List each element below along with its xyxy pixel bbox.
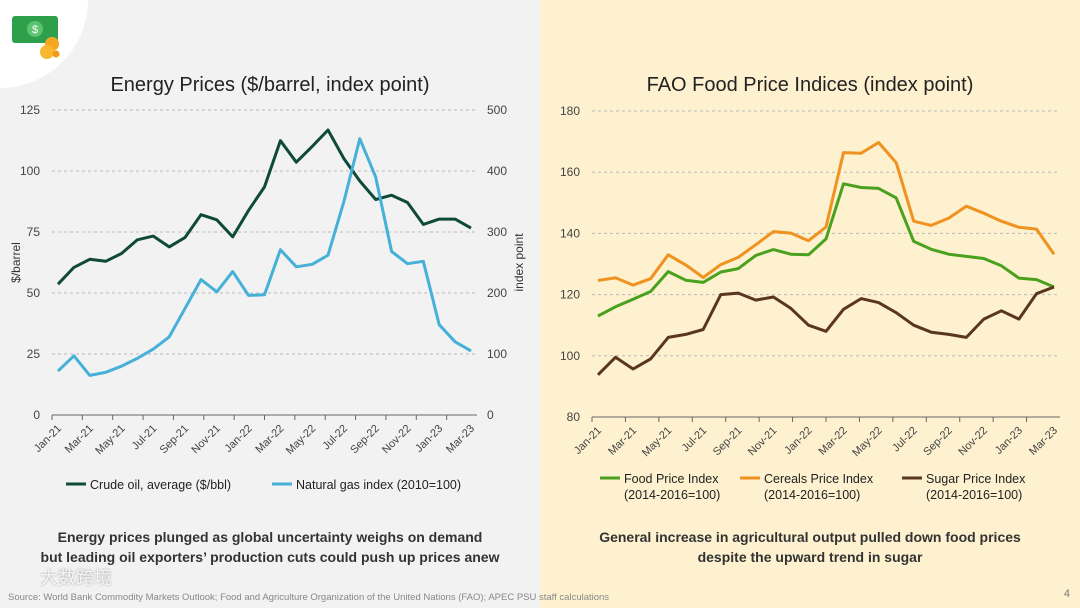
x-tick-label: Mar-21 bbox=[606, 425, 639, 458]
x-tick-label: Mar-23 bbox=[1027, 425, 1060, 458]
food-subtitle: General increase in agricultural output … bbox=[540, 527, 1080, 567]
y-tick-label: 0 bbox=[33, 408, 40, 422]
x-tick-label: Jan-21 bbox=[572, 425, 604, 457]
x-tick-label: Mar-23 bbox=[444, 423, 477, 456]
x-tick-label: Sep-22 bbox=[921, 425, 955, 459]
watermark: 大数跨境 bbox=[40, 568, 112, 588]
subtitle-line: Energy prices plunged as global uncertai… bbox=[57, 529, 483, 545]
y2-tick-label: 300 bbox=[487, 225, 507, 239]
money-icon: $ bbox=[12, 16, 60, 59]
x-tick-label: Nov-21 bbox=[189, 423, 223, 457]
series-line-natural-gas-index- bbox=[56, 137, 472, 377]
x-tick-label: Nov-22 bbox=[956, 425, 990, 459]
legend-label: (2014-2016=100) bbox=[764, 488, 860, 502]
subtitle-line: but leading oil exporters’ production cu… bbox=[40, 549, 500, 565]
x-tick-label: Jul-22 bbox=[320, 423, 350, 453]
x-tick-label: Sep-21 bbox=[158, 423, 192, 457]
legend-label: Natural gas index (2010=100) bbox=[296, 478, 461, 492]
svg-text:$: $ bbox=[32, 24, 38, 36]
y-tick-label: 180 bbox=[560, 104, 580, 118]
legend-label: Sugar Price Index bbox=[926, 472, 1026, 486]
y2-tick-label: 200 bbox=[487, 286, 507, 300]
x-tick-label: Nov-21 bbox=[746, 425, 780, 459]
y2-tick-label: 100 bbox=[487, 347, 507, 361]
x-tick-label: Jul-21 bbox=[680, 425, 710, 455]
series-line-sugar-price-index bbox=[596, 285, 1055, 376]
x-tick-label: Jan-21 bbox=[32, 423, 64, 455]
x-tick-label: Nov-22 bbox=[380, 423, 414, 457]
y-tick-label: 100 bbox=[560, 349, 580, 363]
y-tick-label: 50 bbox=[27, 286, 41, 300]
series-line-crude-oil-average-bbl- bbox=[56, 128, 472, 286]
y2-tick-label: 400 bbox=[487, 164, 507, 178]
x-tick-label: Mar-22 bbox=[253, 423, 286, 456]
legend-label: Crude oil, average ($/bbl) bbox=[90, 478, 231, 492]
x-tick-label: Jan-22 bbox=[222, 423, 254, 455]
y-tick-label: 100 bbox=[20, 164, 40, 178]
x-tick-label: May-21 bbox=[93, 423, 127, 457]
y-tick-label: 80 bbox=[567, 410, 581, 424]
legend-label: Food Price Index bbox=[624, 472, 719, 486]
y-tick-label: 140 bbox=[560, 226, 580, 240]
y2-tick-label: 0 bbox=[487, 408, 494, 422]
subtitle-line: despite the upward trend in sugar bbox=[697, 549, 923, 565]
y-tick-label: 25 bbox=[27, 347, 41, 361]
energy-subtitle: Energy prices plunged as global uncertai… bbox=[0, 527, 540, 567]
source-note: Source: World Bank Commodity Markets Out… bbox=[8, 592, 610, 603]
x-tick-label: May-22 bbox=[284, 423, 318, 457]
x-tick-label: Jan-23 bbox=[413, 423, 445, 455]
x-tick-label: Jul-22 bbox=[890, 425, 920, 455]
legend-label: (2014-2016=100) bbox=[624, 488, 720, 502]
x-tick-label: Sep-21 bbox=[711, 425, 745, 459]
y-tick-label: 120 bbox=[560, 288, 580, 302]
series-line-cereals-price-index bbox=[597, 141, 1056, 287]
y-axis-label: $/barrel bbox=[9, 242, 23, 283]
y-tick-label: 75 bbox=[27, 225, 41, 239]
x-tick-label: Jan-23 bbox=[993, 425, 1025, 457]
x-tick-label: Jan-22 bbox=[782, 425, 814, 457]
x-tick-label: Mar-21 bbox=[63, 423, 96, 456]
x-tick-label: May-21 bbox=[640, 425, 674, 459]
y2-axis-label: index point bbox=[512, 233, 526, 292]
y-tick-label: 160 bbox=[560, 165, 580, 179]
y-tick-label: 125 bbox=[20, 103, 40, 117]
x-tick-label: Sep-22 bbox=[348, 423, 382, 457]
legend-label: (2014-2016=100) bbox=[926, 488, 1022, 502]
x-tick-label: May-22 bbox=[850, 425, 884, 459]
page-number: 4 bbox=[1063, 588, 1070, 600]
food-chart-title: FAO Food Price Indices (index point) bbox=[646, 74, 974, 96]
x-tick-label: Jul-21 bbox=[130, 423, 160, 453]
subtitle-line: General increase in agricultural output … bbox=[599, 529, 1021, 545]
series-line-food-price-index bbox=[597, 182, 1055, 318]
energy-panel: $ Energy Prices ($/barrel, index point) … bbox=[0, 0, 540, 567]
y2-tick-label: 500 bbox=[487, 103, 507, 117]
food-panel: FAO Food Price Indices (index point) 80 1… bbox=[540, 0, 1080, 608]
x-tick-label: Mar-22 bbox=[817, 425, 850, 458]
energy-chart-title: Energy Prices ($/barrel, index point) bbox=[110, 74, 430, 96]
legend-label: Cereals Price Index bbox=[764, 472, 874, 486]
